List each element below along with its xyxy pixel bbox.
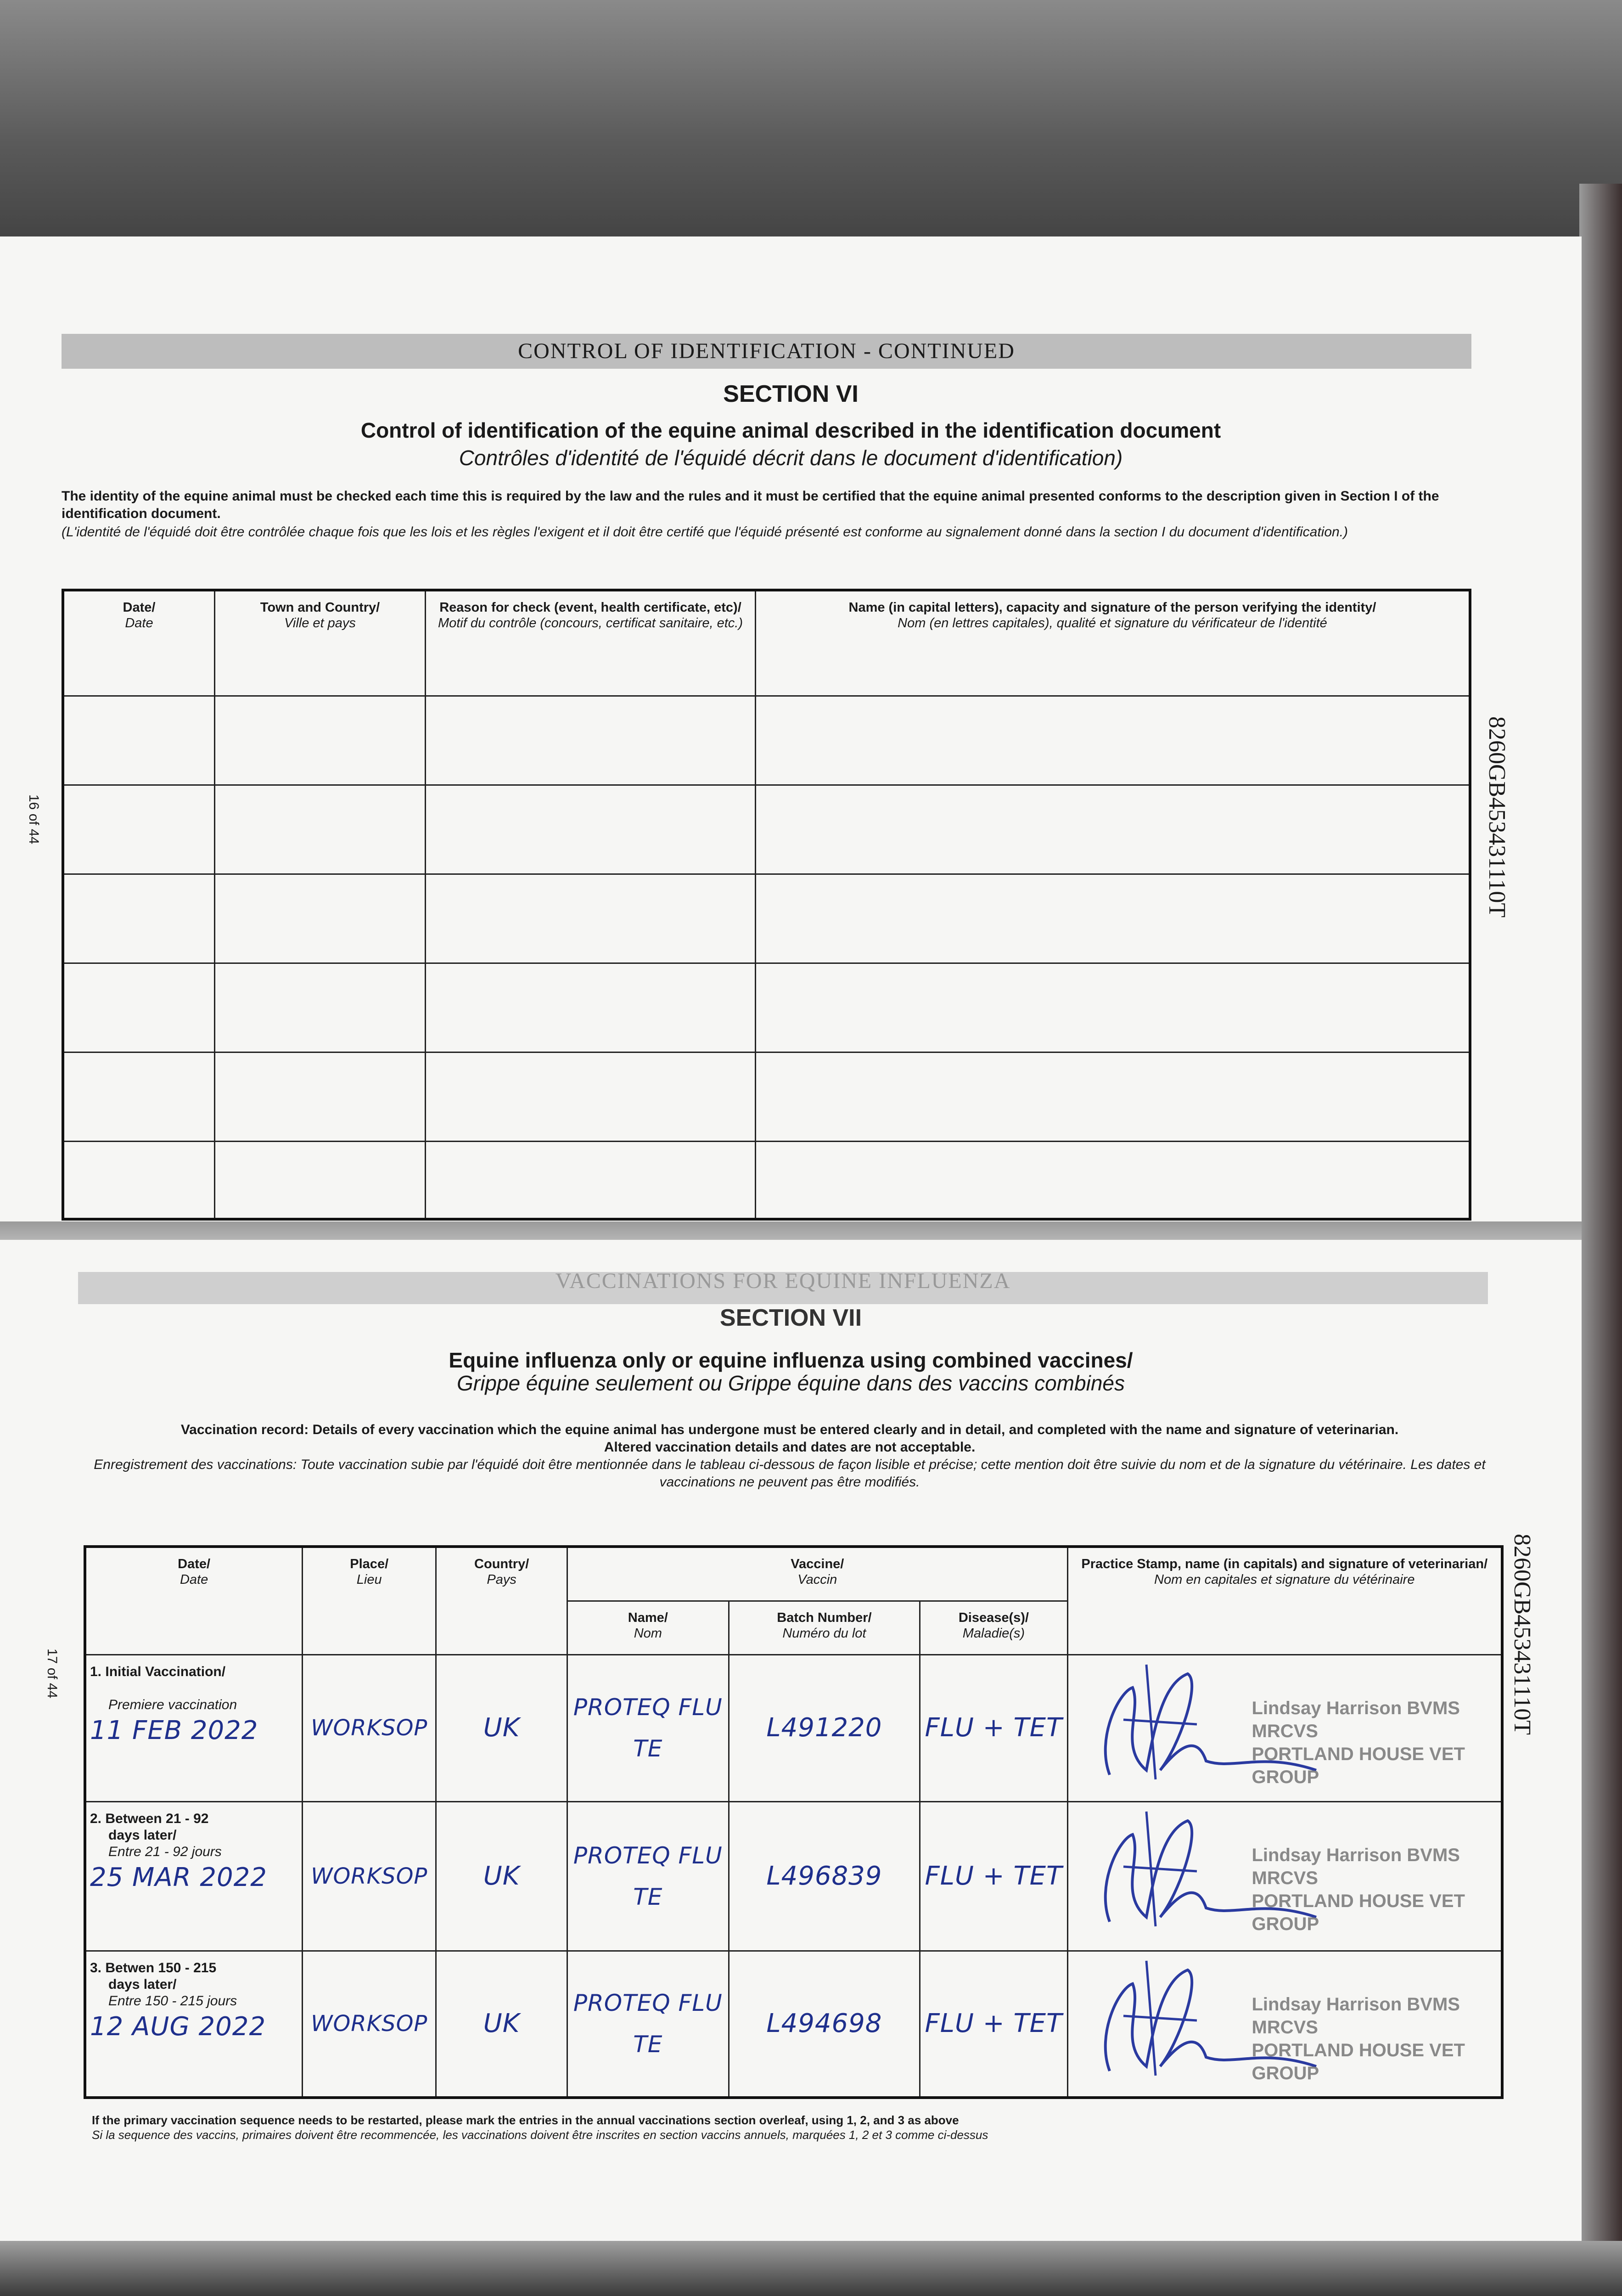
header-disease: Disease(s)/Maladie(s) <box>919 1600 1068 1655</box>
vet-practice: PORTLAND HOUSE VET GROUP <box>1252 2040 1465 2083</box>
header-date: Date/Date <box>84 1546 303 1655</box>
vet-stamp-cell: Lindsay Harrison BVMS MRCVS PORTLAND HOUS… <box>1066 1801 1503 1952</box>
band-title: CONTROL OF IDENTIFICATION - CONTINUED <box>518 339 1015 363</box>
batch-number: L496839 <box>728 1801 921 1952</box>
country: UK <box>435 1950 568 2099</box>
row-label: 2. Between 21 - 92 days later/Entre 21 - … <box>84 1801 303 1952</box>
table-row <box>62 873 1471 964</box>
header-country: Country/Pays <box>435 1546 568 1655</box>
section-band: CONTROL OF IDENTIFICATION - CONTINUED <box>62 334 1471 369</box>
header-place: Place/Lieu <box>302 1546 437 1655</box>
disease: FLU + TET <box>919 1801 1068 1952</box>
row-label: 1. Initial Vaccination/Premiere vaccinat… <box>84 1654 303 1802</box>
header-reason: Reason for check (event, health certific… <box>425 589 756 697</box>
vet-practice: PORTLAND HOUSE VET GROUP <box>1252 1891 1465 1934</box>
signature-icon <box>1104 1811 1317 1926</box>
section-title: SECTION VI <box>723 381 859 407</box>
vet-name: Lindsay Harrison BVMS MRCVS <box>1252 1994 1460 2037</box>
vaccination-date: 12 AUG 2022 <box>90 2011 266 2042</box>
page-number: 17 of 44 <box>45 1649 60 1699</box>
disease: FLU + TET <box>919 1950 1068 2099</box>
vet-stamp: Lindsay Harrison BVMS MRCVS PORTLAND HOUS… <box>1252 1993 1501 2085</box>
section-subtitle-fr: Contrôles d'identité de l'équidé décrit … <box>459 446 1123 470</box>
intro-text-2: Altered vaccination details and dates ar… <box>604 1440 976 1455</box>
place: WORKSOP <box>302 1801 437 1952</box>
header-vaccine: Vaccine/Vaccin <box>567 1546 1068 1602</box>
vaccine-name: PROTEQ FLU TE <box>567 1654 730 1802</box>
intro-text: The identity of the equine animal must b… <box>62 489 1439 521</box>
signature-icon <box>1104 1664 1317 1779</box>
vet-practice: PORTLAND HOUSE VET GROUP <box>1252 1744 1465 1787</box>
vaccination-table: Date/Date Place/Lieu Country/Pays Vaccin… <box>84 1545 1504 2099</box>
table-row <box>62 695 1471 786</box>
batch-number: L494698 <box>728 1950 921 2099</box>
row-label: 3. Betwen 150 - 215 days later/Entre 150 … <box>84 1950 303 2099</box>
header-vet: Practice Stamp, name (in capitals) and s… <box>1066 1546 1503 1655</box>
country: UK <box>435 1801 568 1952</box>
signature-icon <box>1104 1960 1317 2076</box>
header-town-country: Town and Country/Ville et pays <box>214 589 426 697</box>
header-date: Date/Date <box>62 589 215 697</box>
table-row <box>62 1140 1471 1220</box>
section-band: VACCINATIONS FOR EQUINE INFLUENZA <box>78 1272 1488 1304</box>
vaccination-date: 25 MAR 2022 <box>90 1862 267 1892</box>
scanner-background <box>0 0 1622 239</box>
vet-name: Lindsay Harrison BVMS MRCVS <box>1252 1845 1460 1888</box>
table-row <box>62 1051 1471 1142</box>
intro-text-fr: (L'identité de l'équidé doit être contrô… <box>62 524 1348 540</box>
vaccination-date: 11 FEB 2022 <box>90 1715 258 1745</box>
vet-name: Lindsay Harrison BVMS MRCVS <box>1252 1698 1460 1741</box>
table-header-row: Date/Date Town and Country/Ville et pays… <box>62 589 1471 697</box>
vaccination-row: 3. Betwen 150 - 215 days later/Entre 150 … <box>84 1950 1503 2099</box>
band-title: VACCINATIONS FOR EQUINE INFLUENZA <box>555 1272 1011 1293</box>
section-title: SECTION VII <box>719 1305 862 1331</box>
header-verifier: Name (in capital letters), capacity and … <box>755 589 1471 697</box>
scanner-background-bottom <box>0 2241 1622 2296</box>
place: WORKSOP <box>302 1654 437 1802</box>
footnote: If the primary vaccination sequence need… <box>92 2113 959 2127</box>
vet-stamp: Lindsay Harrison BVMS MRCVS PORTLAND HOUS… <box>1252 1697 1501 1789</box>
vet-stamp-cell: Lindsay Harrison BVMS MRCVS PORTLAND HOUS… <box>1066 1654 1503 1802</box>
section-subtitle: Control of identification of the equine … <box>360 418 1221 442</box>
intro-text-fr: Enregistrement des vaccinations: Toute v… <box>94 1457 1486 1490</box>
section-subtitle-fr: Grippe équine seulement ou Grippe équine… <box>457 1371 1125 1395</box>
vet-stamp-cell: Lindsay Harrison BVMS MRCVS PORTLAND HOUS… <box>1066 1950 1503 2099</box>
document-id: 8260GB453431110T <box>1484 716 1510 918</box>
passport-cover-edge <box>1579 184 1622 2296</box>
batch-number: L491220 <box>728 1654 921 1802</box>
vaccination-row: 2. Between 21 - 92 days later/Entre 21 - … <box>84 1801 1503 1952</box>
page-number: 16 of 44 <box>26 794 41 844</box>
header-vaccine-name: Name/Nom <box>567 1600 730 1655</box>
table-row <box>62 962 1471 1053</box>
vaccine-name: PROTEQ FLU TE <box>567 1801 730 1952</box>
vaccination-row: 1. Initial Vaccination/Premiere vaccinat… <box>84 1654 1503 1802</box>
table-header-row: Date/Date Place/Lieu Country/Pays Vaccin… <box>84 1546 1503 1655</box>
section-subtitle: Equine influenza only or equine influenz… <box>449 1348 1133 1372</box>
vet-stamp: Lindsay Harrison BVMS MRCVS PORTLAND HOUS… <box>1252 1844 1501 1936</box>
place: WORKSOP <box>302 1950 437 2099</box>
table-subheader-row: Name/Nom Batch Number/Numéro du lot Dise… <box>85 1600 1502 1655</box>
identity-check-table: Date/Date Town and Country/Ville et pays… <box>62 589 1471 1221</box>
header-batch: Batch Number/Numéro du lot <box>728 1600 921 1655</box>
footnote-fr: Si la sequence des vaccins, primaires do… <box>92 2128 988 2142</box>
country: UK <box>435 1654 568 1802</box>
table-row <box>62 784 1471 875</box>
vaccine-name: PROTEQ FLU TE <box>567 1950 730 2099</box>
disease: FLU + TET <box>919 1654 1068 1802</box>
intro-text: Vaccination record: Details of every vac… <box>180 1422 1399 1437</box>
document-id: 8260GB453431110T <box>1509 1534 1535 1735</box>
